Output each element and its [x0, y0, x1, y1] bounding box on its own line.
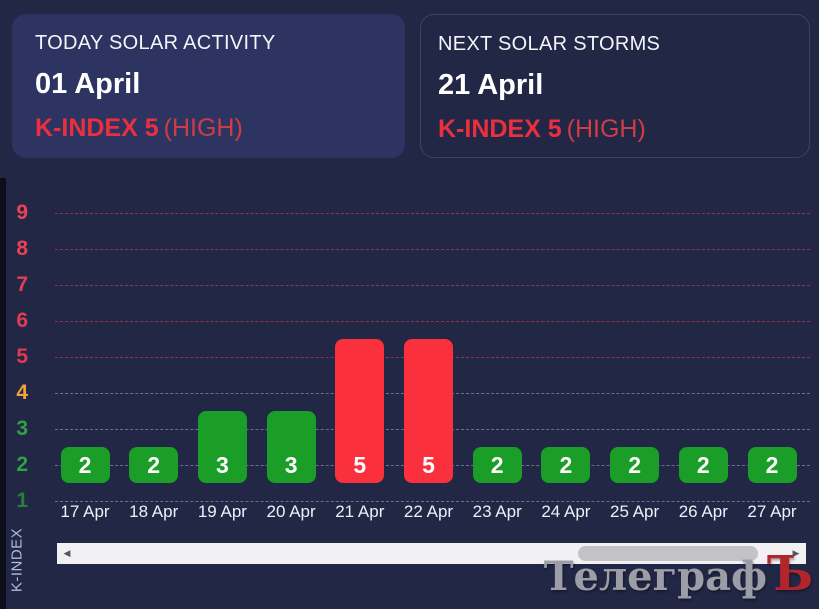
y-tick-label-3: 3 [16, 417, 28, 440]
scrollbar-thumb[interactable] [578, 546, 758, 561]
y-tick-label-8: 8 [16, 237, 28, 260]
next-panel-date: 21 April [438, 69, 544, 101]
x-tick-label-17-apr: 17 Apr [60, 502, 110, 521]
kindex-bar-27-apr: 2 [747, 447, 797, 483]
next-kindex-value: K-INDEX 5 [438, 115, 562, 143]
bar-value-label: 5 [422, 452, 435, 478]
today-solar-activity-panel: TODAY SOLAR ACTIVITY 01 April K-INDEX 5(… [12, 14, 405, 158]
bar-value-label: 3 [284, 452, 298, 478]
kindex-bar-21-apr: 5 [335, 339, 385, 483]
bar-value-label: 2 [696, 452, 710, 478]
gridline-6 [55, 321, 810, 322]
bar-value-label: 2 [559, 452, 573, 478]
bar-value-label: 2 [78, 452, 92, 478]
x-tick-label-23-apr: 23 Apr [472, 502, 522, 521]
x-tick-label-18-apr: 18 Apr [129, 502, 179, 521]
y-tick-label-1: 1 [16, 489, 28, 512]
y-axis-title: K-INDEX [8, 527, 26, 593]
x-tick-label-24-apr: 24 Apr [541, 502, 591, 521]
telegraf-watermark: ТелеграфЪ [543, 550, 813, 600]
next-panel-kindex-line: K-INDEX 5 (HIGH) [438, 111, 799, 147]
y-tick-label-4: 4 [16, 381, 28, 404]
gridline-1 [55, 501, 810, 502]
y-tick-label-6: 6 [16, 309, 28, 332]
kindex-bar-22-apr: 5 [404, 339, 453, 483]
kindex-bar-25-apr: 2 [610, 447, 660, 483]
kindex-bar-18-apr: 2 [129, 447, 179, 483]
bar-value-label: 3 [215, 452, 229, 478]
kindex-bar-19-apr: 3 [197, 411, 247, 483]
x-tick-label-20-apr: 20 Apr [266, 502, 316, 521]
watermark-red-letter: Ъ [767, 546, 813, 602]
bar-value-label: 2 [765, 452, 779, 478]
today-panel-date: 01 April [35, 68, 141, 100]
bar-value-label: 2 [490, 452, 504, 478]
next-solar-storms-panel: NEXT SOLAR STORMS 21 April K-INDEX 5 (HIG… [420, 14, 810, 158]
kindex-bar-20-apr: 3 [266, 411, 316, 483]
y-tick-label-9: 9 [16, 201, 28, 224]
gridline-8 [55, 249, 810, 250]
x-tick-label-21-apr: 21 Apr [335, 502, 385, 521]
next-panel-title: NEXT SOLAR STORMS [438, 33, 661, 55]
watermark-gray-text: Телеграф [543, 553, 768, 600]
left-edge-strip [0, 178, 6, 609]
kindex-bar-26-apr: 2 [678, 447, 728, 483]
gridline-7 [55, 285, 810, 286]
x-tick-label-27-apr: 27 Apr [747, 502, 797, 521]
kindex-bar-24-apr: 2 [541, 447, 591, 483]
bar-value-label: 2 [628, 452, 641, 478]
horizontal-scrollbar[interactable]: ◀ ▶ [57, 543, 806, 564]
scroll-left-arrow-icon[interactable]: ◀ [63, 548, 71, 558]
bar-value-label: 2 [147, 452, 161, 478]
y-tick-label-5: 5 [16, 345, 28, 368]
y-tick-label-7: 7 [16, 273, 28, 296]
x-tick-label-26-apr: 26 Apr [678, 502, 728, 521]
kindex-bar-17-apr: 2 [60, 447, 110, 483]
today-panel-kindex-line: K-INDEX 5 (HIGH) [35, 110, 395, 146]
x-tick-label-22-apr: 22 Apr [403, 502, 454, 521]
gridline-9 [55, 213, 810, 214]
y-tick-label-2: 2 [16, 453, 28, 476]
bar-value-label: 5 [353, 452, 367, 478]
today-kindex-level: (HIGH) [163, 114, 243, 142]
scroll-right-arrow-icon[interactable]: ▶ [792, 548, 800, 558]
next-kindex-level: (HIGH) [566, 115, 646, 143]
x-tick-label-25-apr: 25 Apr [610, 502, 660, 521]
x-tick-label-19-apr: 19 Apr [197, 502, 247, 521]
today-panel-title: TODAY SOLAR ACTIVITY [35, 32, 276, 54]
today-kindex-value: K-INDEX 5 [35, 114, 159, 142]
kindex-bar-23-apr: 2 [472, 447, 522, 483]
